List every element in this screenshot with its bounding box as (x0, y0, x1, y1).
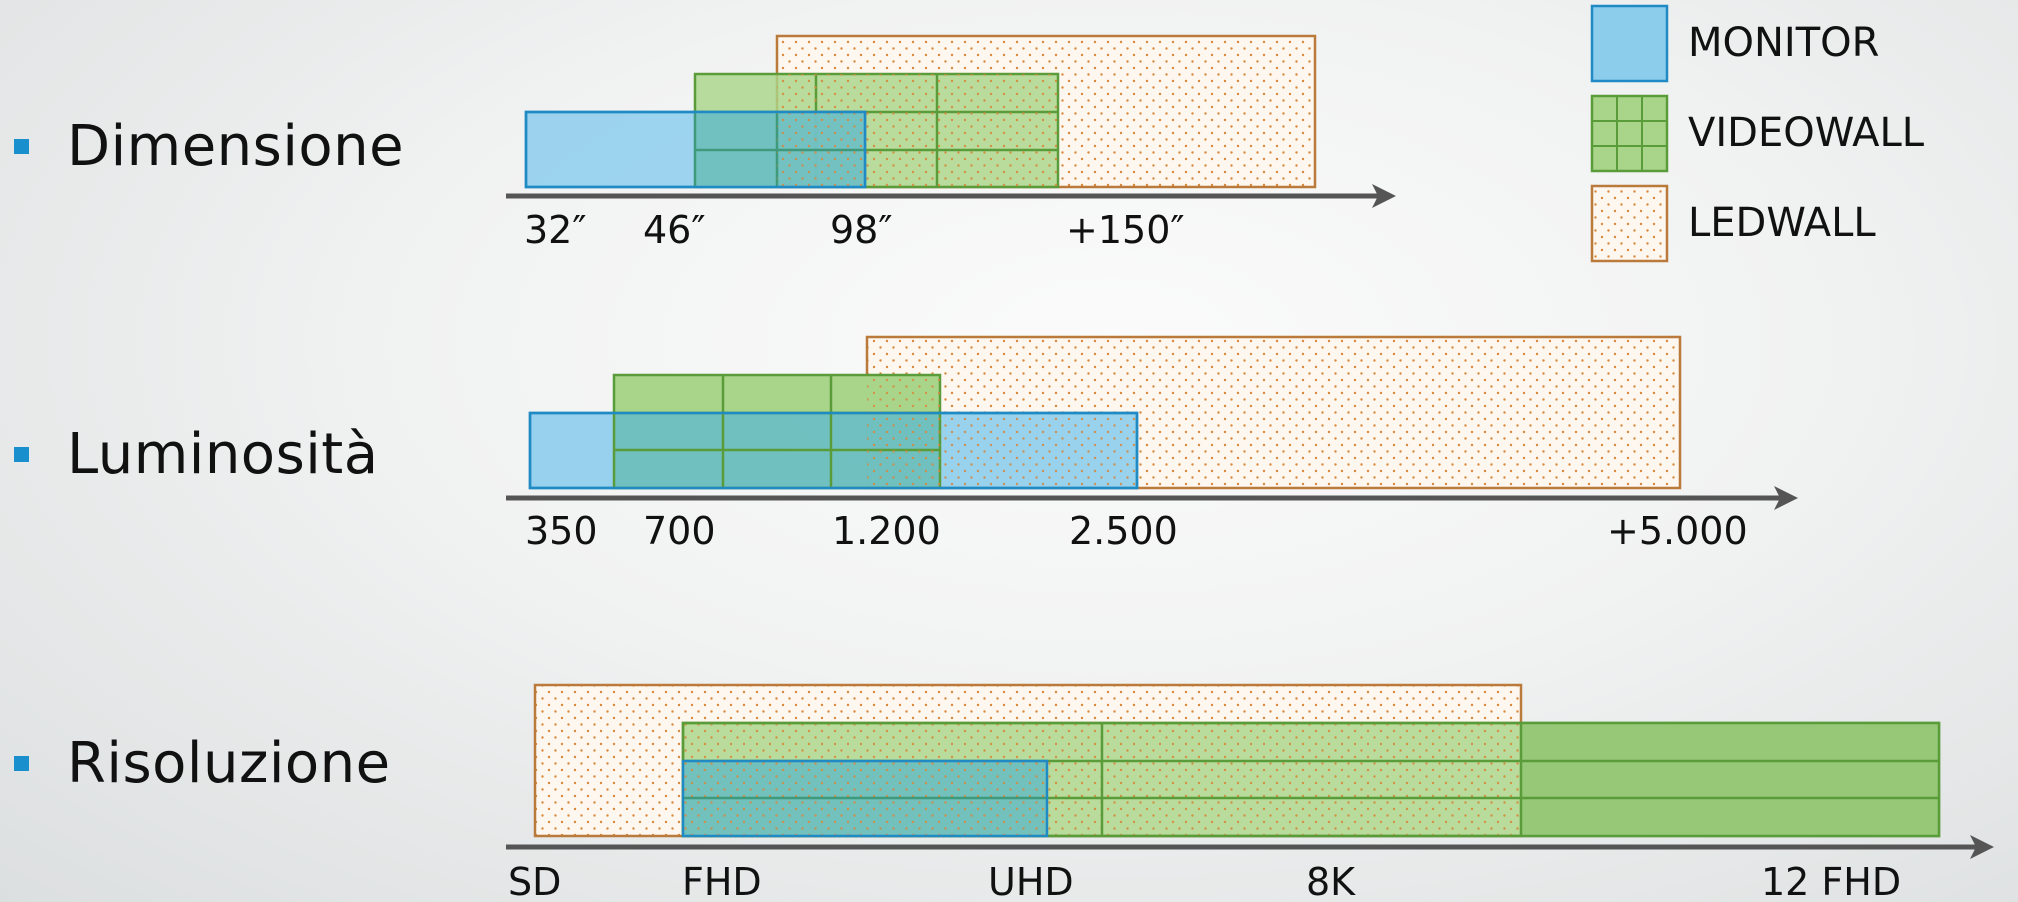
axis-arrow (506, 184, 1396, 208)
tick-label: 350 (525, 509, 598, 553)
tick-label: 98″ (830, 208, 893, 252)
tick-label: 8K (1306, 860, 1356, 902)
legend-item-videowall: VIDEOWALL (1590, 94, 1925, 173)
tick-label: FHD (682, 860, 762, 902)
legend-swatch-monitor (1590, 4, 1669, 83)
tick-label: +5.000 (1607, 509, 1748, 553)
tick-label: UHD (988, 860, 1074, 902)
axis-arrow (506, 486, 1798, 510)
row-risoluzione-chart: SD FHD UHD 8K 12 FHD (506, 683, 1994, 902)
bullet-square (14, 755, 29, 771)
row-luminosita-chart: 350 700 1.200 2.500 +5.000 (506, 335, 1798, 553)
monitor-bar (681, 759, 1049, 838)
legend-item-ledwall: LEDWALL (1590, 184, 1876, 263)
videowall-bar (528, 373, 1139, 490)
tick-label: SD (508, 860, 561, 902)
axis-arrow (506, 835, 1994, 859)
tick-label: 1.200 (832, 509, 941, 553)
bullet-square (14, 446, 29, 462)
legend-label-ledwall: LEDWALL (1688, 200, 1876, 246)
tick-label: 700 (643, 509, 716, 553)
tick-label: 2.500 (1069, 509, 1178, 553)
legend-swatch-videowall (1590, 94, 1669, 173)
legend-label-monitor: MONITOR (1688, 20, 1879, 66)
bullet-square (14, 138, 29, 154)
monitor-bar (524, 110, 867, 189)
row-title-text: Risoluzione (67, 730, 391, 796)
row-dimensione-chart: 32″ 46″ 98″ +150″ (506, 34, 1396, 252)
legend-item-monitor: MONITOR (1590, 4, 1879, 83)
row-title-risoluzione: Risoluzione (14, 730, 391, 796)
tick-label: 12 FHD (1761, 860, 1901, 902)
tick-label: +150″ (1066, 208, 1185, 252)
row-title-text: Luminosità (67, 421, 379, 487)
legend-swatch-ledwall (1590, 184, 1669, 263)
row-title-luminosita: Luminosità (14, 421, 379, 487)
tick-label: 32″ (524, 208, 587, 252)
tick-label: 46″ (643, 208, 706, 252)
legend-label-videowall: VIDEOWALL (1688, 110, 1925, 156)
legend: MONITOR VIDEOWALL LEDWALL (1590, 4, 1925, 263)
row-title-dimensione: Dimensione (14, 113, 405, 179)
row-title-text: Dimensione (67, 113, 405, 179)
